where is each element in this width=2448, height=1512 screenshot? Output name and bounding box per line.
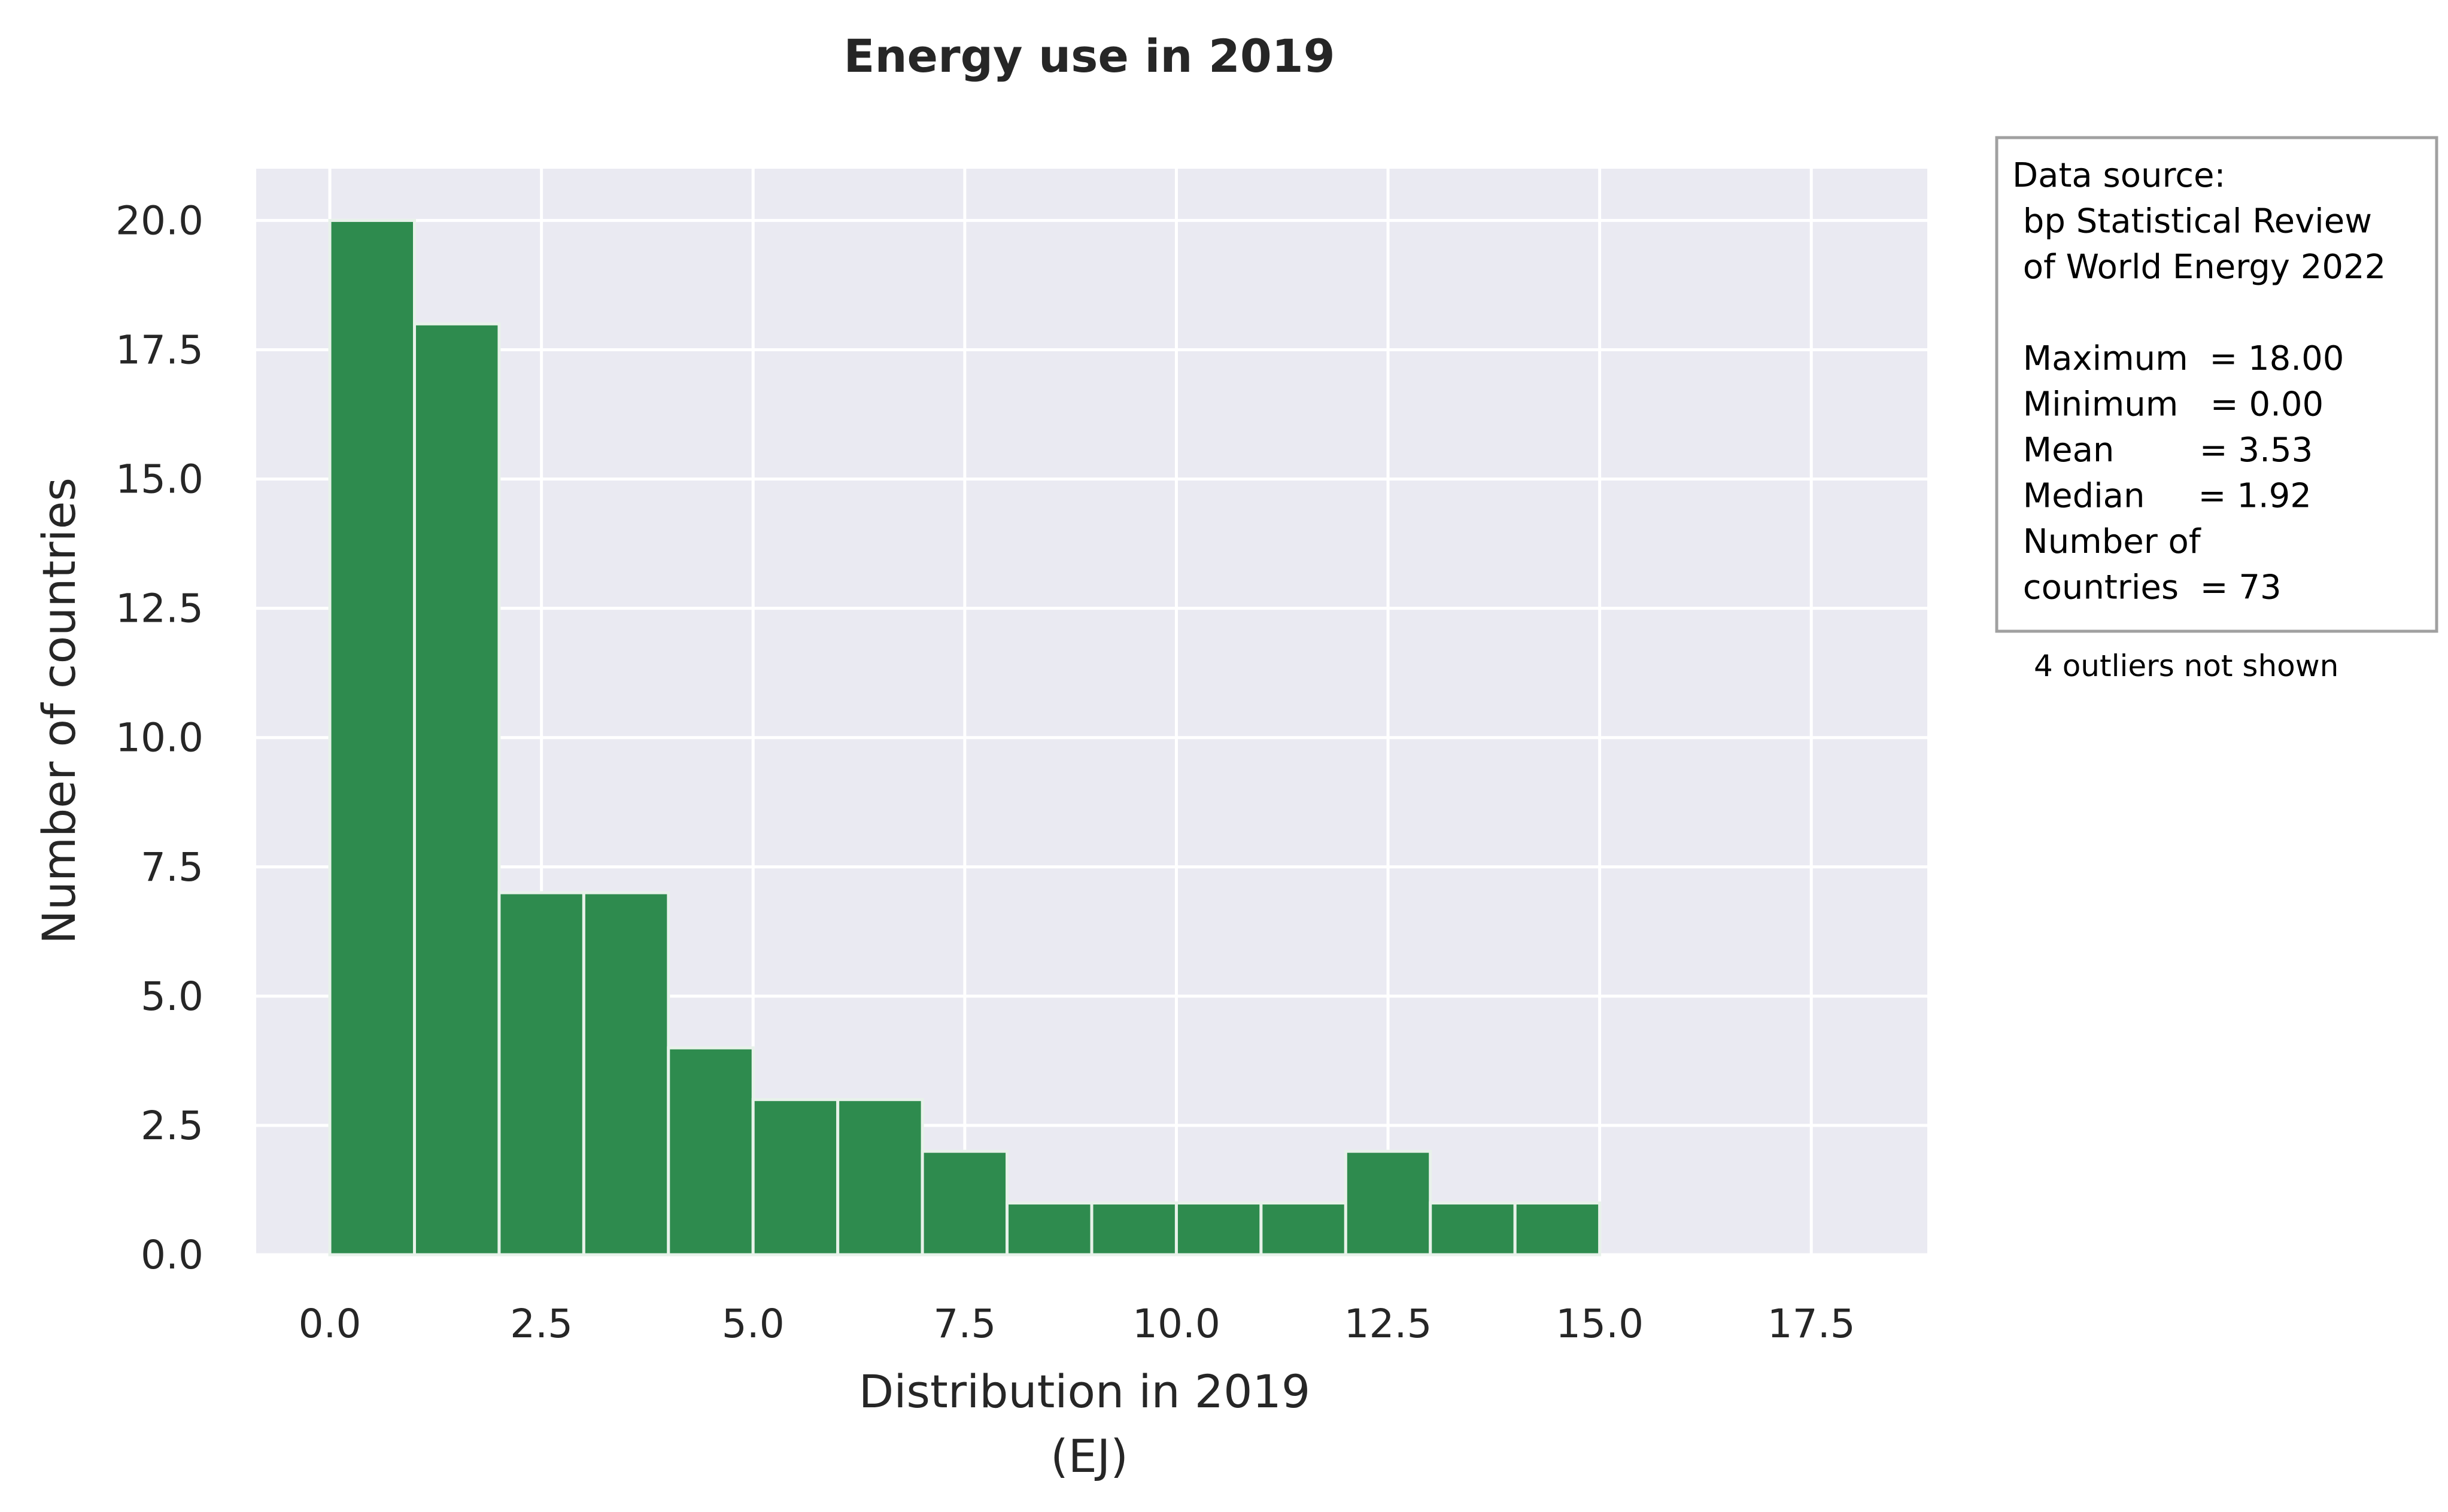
histogram-bar bbox=[328, 218, 416, 1257]
y-tick-label: 5.0 bbox=[141, 973, 204, 1020]
histogram-bar bbox=[412, 322, 501, 1257]
histogram-bar bbox=[1006, 1201, 1094, 1257]
chart-title: Energy use in 2019 bbox=[844, 29, 1335, 83]
x-tick-label: 5.0 bbox=[722, 1301, 785, 1347]
x-axis-label-line-2: (EJ) bbox=[1050, 1429, 1128, 1483]
x-tick-label: 10.0 bbox=[1132, 1301, 1220, 1347]
histogram-bar bbox=[1174, 1201, 1263, 1257]
info-box-line: countries = 73 bbox=[2012, 568, 2282, 607]
info-box-line: Minimum = 0.00 bbox=[2012, 385, 2324, 424]
x-tick-label: 7.5 bbox=[933, 1301, 996, 1347]
info-box-line: Mean = 3.53 bbox=[2012, 431, 2313, 470]
y-tick-label: 15.0 bbox=[116, 457, 204, 503]
y-tick-label: 7.5 bbox=[141, 844, 204, 890]
histogram-bar bbox=[667, 1046, 755, 1257]
info-box-line: Number of bbox=[2012, 522, 2201, 561]
y-tick-label: 10.0 bbox=[116, 715, 204, 761]
info-box-line: Median = 1.92 bbox=[2012, 477, 2312, 516]
info-box-line: bp Statistical Review bbox=[2012, 202, 2372, 241]
x-tick-label: 0.0 bbox=[299, 1301, 362, 1347]
outliers-note: 4 outliers not shown bbox=[2034, 649, 2338, 683]
histogram-bars bbox=[328, 218, 1602, 1257]
info-box-text: Data source: bp Statistical Review of Wo… bbox=[2012, 156, 2386, 607]
histogram-bar bbox=[1429, 1201, 1517, 1257]
y-tick-label: 20.0 bbox=[116, 197, 204, 244]
x-axis-label-line-1: Distribution in 2019 bbox=[859, 1365, 1310, 1418]
x-tick-label: 15.0 bbox=[1556, 1301, 1644, 1347]
histogram-bar bbox=[1344, 1149, 1432, 1257]
info-box-line: Maximum = 18.00 bbox=[2012, 339, 2344, 378]
y-axis-ticks: 0.0 2.5 5.0 7.5 10.0 12.5 15.0 17.5 20.0 bbox=[116, 197, 204, 1278]
x-tick-label: 2.5 bbox=[510, 1301, 573, 1347]
y-tick-label: 17.5 bbox=[116, 327, 204, 373]
info-box-line: of World Energy 2022 bbox=[2012, 248, 2386, 287]
x-tick-label: 12.5 bbox=[1344, 1301, 1432, 1347]
histogram-bar bbox=[582, 891, 670, 1257]
histogram-bar bbox=[921, 1149, 1009, 1257]
histogram-bar bbox=[1090, 1201, 1178, 1257]
histogram-bar bbox=[751, 1098, 840, 1257]
histogram-bar bbox=[1513, 1201, 1602, 1257]
x-tick-label: 17.5 bbox=[1767, 1301, 1855, 1347]
x-axis-ticks: 0.0 2.5 5.0 7.5 10.0 12.5 15.0 17.5 bbox=[299, 1301, 1855, 1347]
y-axis-label: Number of countries bbox=[32, 477, 86, 944]
y-tick-label: 2.5 bbox=[141, 1103, 204, 1149]
info-box bbox=[1995, 136, 2438, 633]
histogram-bar bbox=[1259, 1201, 1347, 1257]
histogram-bar bbox=[497, 891, 585, 1257]
y-tick-label: 12.5 bbox=[116, 586, 204, 632]
y-tick-label: 0.0 bbox=[141, 1232, 204, 1278]
info-box-line: Data source: bbox=[2012, 156, 2225, 195]
histogram-bar bbox=[836, 1098, 924, 1257]
